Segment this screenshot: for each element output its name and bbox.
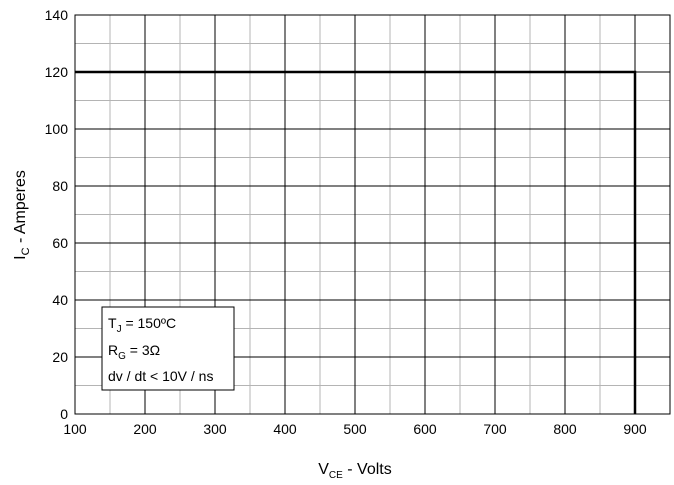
x-tick-labels: 100 200 300 400 500 600 700 800 900	[63, 421, 647, 437]
conditions-legend: TJ = 150ºC RG = 3Ω dv / dt < 10V / ns	[101, 306, 235, 391]
legend-line-tj: TJ = 150ºC	[108, 315, 176, 335]
x-tick-label: 100	[63, 421, 87, 437]
y-tick-label: 60	[52, 235, 68, 251]
legend-box	[101, 306, 235, 391]
x-tick-label: 200	[133, 421, 157, 437]
y-tick-label: 40	[52, 292, 68, 308]
legend-line-dvdt: dv / dt < 10V / ns	[108, 368, 213, 384]
y-tick-label: 120	[45, 64, 69, 80]
plot-frame	[74, 14, 671, 415]
x-tick-label: 300	[203, 421, 227, 437]
x-tick-label: 800	[553, 421, 577, 437]
y-tick-label: 140	[45, 7, 69, 23]
legend-line-rg: RG = 3Ω	[108, 342, 160, 362]
y-axis-title: IC - Amperes	[12, 170, 32, 260]
rbsoa-boundary-line	[75, 70, 637, 414]
y-tick-label: 100	[45, 121, 69, 137]
x-tick-label: 600	[413, 421, 437, 437]
y-tick-label: 80	[52, 178, 68, 194]
x-tick-label: 500	[343, 421, 367, 437]
y-tick-label: 0	[60, 406, 68, 422]
y-tick-label: 20	[52, 349, 68, 365]
x-axis-title: VCE - Volts	[318, 461, 391, 481]
series-layer	[75, 70, 637, 414]
x-tick-label: 700	[483, 421, 507, 437]
y-tick-labels: 0 20 40 60 80 100 120 140	[45, 7, 69, 422]
x-tick-label: 900	[623, 421, 647, 437]
x-tick-label: 400	[273, 421, 297, 437]
